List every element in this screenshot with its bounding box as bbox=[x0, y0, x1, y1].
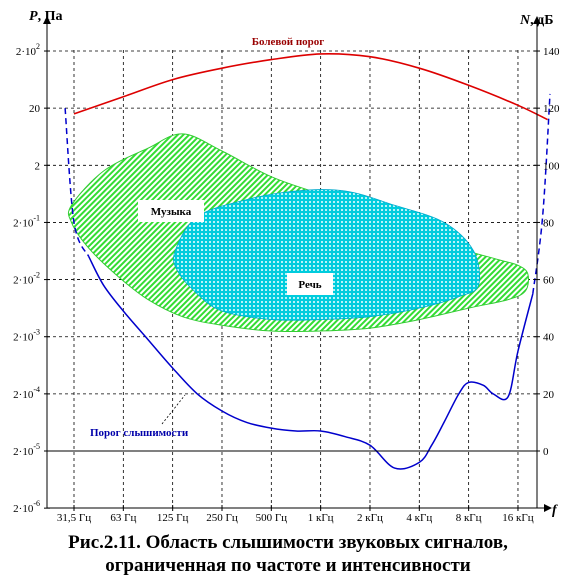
right-tick-label: 100 bbox=[543, 160, 560, 172]
left-tick-exponent: -1 bbox=[33, 213, 40, 222]
right-tick-label: 0 bbox=[543, 446, 549, 458]
speech-label-box bbox=[287, 273, 333, 295]
left-tick-mantissa: 2·10 bbox=[13, 332, 34, 344]
x-tick-label: 4 кГц bbox=[406, 512, 432, 524]
hearing-threshold-leader bbox=[161, 394, 186, 425]
hearing-threshold-curve bbox=[88, 256, 534, 470]
right-tick-label: 60 bbox=[543, 275, 555, 287]
right-axis-var: N bbox=[519, 13, 531, 28]
left-tick-exponent: -6 bbox=[33, 499, 40, 508]
right-tick-label: 140 bbox=[543, 46, 560, 58]
left-tick-mantissa: 2·10 bbox=[13, 446, 34, 458]
left-tick-exponent: -4 bbox=[33, 385, 40, 394]
x-tick-label: 16 кГц bbox=[502, 512, 533, 524]
pain-threshold-curve bbox=[73, 52, 548, 121]
music-label: Музыка bbox=[151, 206, 192, 218]
hearing-threshold-extrapolated-high bbox=[532, 93, 551, 294]
left-tick-label: 2·102 bbox=[16, 42, 40, 58]
left-tick-label: 2·10-6 bbox=[13, 499, 40, 515]
right-axis-ticks: 0 20 40 60 80 100 120 140 bbox=[534, 46, 560, 458]
right-axis-title: N, дБ bbox=[519, 13, 553, 28]
left-tick-label: 2·10-2 bbox=[13, 271, 40, 287]
left-tick-label: 2·10-5 bbox=[13, 442, 40, 458]
x-axis-ticks: 31,5 Гц 63 Гц 125 Гц 250 Гц 500 Гц 1 кГц 2 кГц… bbox=[57, 505, 534, 524]
left-axis-var: P bbox=[29, 9, 38, 24]
x-tick-label: 31,5 Гц bbox=[57, 512, 91, 524]
x-tick-label: 250 Гц bbox=[206, 512, 238, 524]
pain-threshold-label: Болевой порог bbox=[252, 36, 325, 48]
left-tick-mantissa: 2·10 bbox=[16, 46, 37, 58]
left-tick-mantissa: 2·10 bbox=[13, 389, 34, 401]
x-axis-title: f bbox=[552, 503, 558, 518]
left-tick-mantissa: 2·10 bbox=[13, 503, 34, 515]
hearing-threshold-label: Порог слышимости bbox=[90, 427, 189, 439]
x-tick-label: 2 кГц bbox=[357, 512, 383, 524]
left-tick-mantissa: 20 bbox=[29, 103, 41, 115]
left-axis-title: P, Па bbox=[29, 9, 62, 24]
left-tick-label: 20 bbox=[29, 103, 41, 115]
left-tick-label: 2·10-4 bbox=[13, 385, 40, 401]
left-tick-label: 2·10-3 bbox=[13, 328, 40, 344]
left-tick-mantissa: 2·10 bbox=[13, 217, 34, 229]
x-tick-label: 1 кГц bbox=[308, 512, 334, 524]
left-tick-exponent: -5 bbox=[33, 442, 40, 451]
right-tick-label: 80 bbox=[543, 217, 555, 229]
left-tick-exponent: 2 bbox=[36, 42, 40, 51]
speech-region bbox=[173, 189, 480, 321]
figure-caption-line-1: Рис.2.11. Область слышимости звуковых си… bbox=[68, 532, 508, 553]
left-axis-unit: , Па bbox=[38, 9, 63, 24]
right-tick-label: 20 bbox=[543, 389, 555, 401]
x-tick-label: 63 Гц bbox=[110, 512, 136, 524]
x-tick-label: 500 Гц bbox=[256, 512, 288, 524]
figure-caption-line-2: ограниченная по частоте и интенсивности bbox=[105, 555, 471, 576]
music-label-box bbox=[138, 200, 204, 222]
left-tick-mantissa: 2 bbox=[35, 160, 41, 172]
x-tick-label: 8 кГц bbox=[456, 512, 482, 524]
right-tick-label: 120 bbox=[543, 103, 560, 115]
left-axis-ticks: 2·10-62·10-52·10-42·10-32·10-22·10-12202… bbox=[13, 42, 50, 515]
x-tick-label: 125 Гц bbox=[157, 512, 189, 524]
left-tick-exponent: -3 bbox=[33, 328, 40, 337]
hearing-threshold-extrapolated-low bbox=[64, 108, 90, 258]
speech-label: Речь bbox=[298, 279, 321, 291]
left-tick-exponent: -2 bbox=[33, 271, 40, 280]
right-axis-unit: , дБ bbox=[530, 13, 553, 28]
right-tick-label: 40 bbox=[543, 332, 555, 344]
left-tick-label: 2 bbox=[35, 160, 41, 172]
left-tick-mantissa: 2·10 bbox=[13, 275, 34, 287]
left-tick-label: 2·10-1 bbox=[13, 213, 40, 229]
